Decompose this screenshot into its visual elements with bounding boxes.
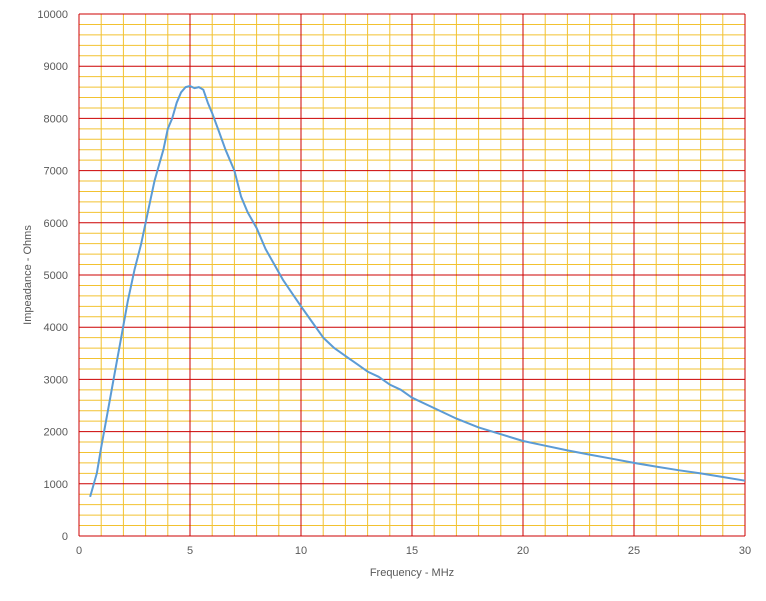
- y-tick-label: 4000: [44, 322, 68, 334]
- y-tick-label: 1000: [44, 479, 68, 491]
- y-tick-label: 10000: [37, 9, 68, 21]
- y-tick-label: 2000: [44, 427, 68, 439]
- y-tick-label: 9000: [44, 61, 68, 73]
- y-tick-label: 3000: [44, 374, 68, 386]
- major-grid: [78, 13, 746, 537]
- y-axis-title: Impeadance - Ohms: [22, 225, 34, 325]
- x-tick-label: 15: [406, 545, 418, 557]
- y-axis-ticks: 0 1000 2000 3000 4000 5000 6000 7000 8000 9000 100…: [37, 9, 68, 543]
- x-tick-label: 20: [517, 545, 529, 557]
- x-tick-label: 25: [628, 545, 640, 557]
- x-tick-label: 10: [295, 545, 307, 557]
- x-axis-ticks: 0 5 10 15 20 25 30: [76, 545, 751, 557]
- y-tick-label: 6000: [44, 218, 68, 230]
- x-tick-label: 5: [187, 545, 193, 557]
- y-tick-label: 5000: [44, 270, 68, 282]
- series-line-0: [89, 85, 746, 498]
- x-tick-label: 0: [76, 545, 82, 557]
- x-axis-title: Frequency - MHz: [370, 567, 454, 579]
- x-tick-label: 30: [739, 545, 751, 557]
- plot-lines: [89, 85, 746, 498]
- y-tick-label: 8000: [44, 113, 68, 125]
- y-tick-label: 7000: [44, 166, 68, 178]
- y-tick-label: 0: [62, 531, 68, 543]
